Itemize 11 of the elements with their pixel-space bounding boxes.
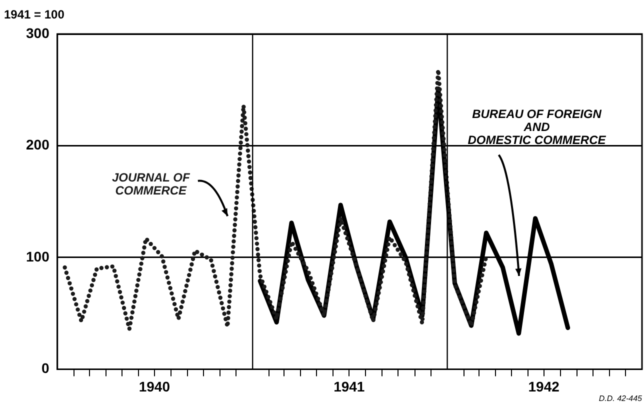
x-tick-label: 1940 [138,378,170,394]
y-tick-label: 100 [26,248,50,264]
y-tick-label: 300 [26,24,50,41]
x-tick-label: 1942 [528,378,560,394]
text: BUREAU OF FOREIGN AND DOMESTIC COMMERCE [468,107,607,148]
y-tick-label: 0 [42,360,50,376]
y-axis-title: 1941 = 100 [4,7,65,22]
text: D.D. 42-445 [598,394,643,404]
x-tick-label: 1941 [334,378,365,394]
y-tick-label: 200 [26,136,50,153]
text: JOURNAL OF COMMERCE [112,170,190,198]
